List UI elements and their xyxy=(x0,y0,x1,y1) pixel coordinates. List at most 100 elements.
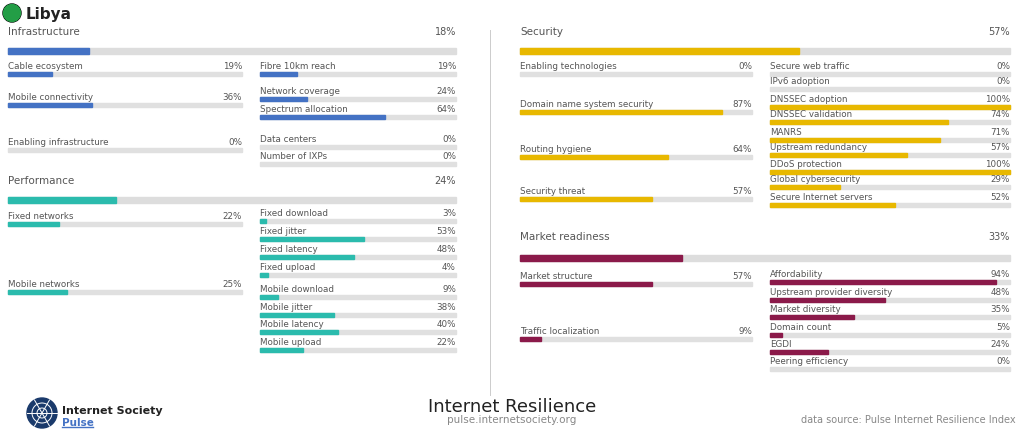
Text: 38%: 38% xyxy=(436,303,456,312)
Bar xyxy=(770,105,1010,109)
Text: DDoS protection: DDoS protection xyxy=(770,160,842,169)
Bar xyxy=(520,110,752,114)
Text: Security: Security xyxy=(520,27,563,37)
Text: Market diversity: Market diversity xyxy=(770,305,841,314)
Bar xyxy=(8,197,116,203)
Text: 48%: 48% xyxy=(990,288,1010,297)
Bar xyxy=(520,282,752,286)
Text: Global cybersecurity: Global cybersecurity xyxy=(770,175,860,184)
Bar xyxy=(260,330,338,334)
Bar xyxy=(260,97,456,101)
Bar xyxy=(770,72,1010,76)
Text: Fixed download: Fixed download xyxy=(260,209,328,218)
Text: 57%: 57% xyxy=(732,187,752,196)
Text: Market readiness: Market readiness xyxy=(520,232,609,242)
Bar xyxy=(260,273,456,277)
Bar xyxy=(770,153,1010,157)
Text: 3%: 3% xyxy=(442,209,456,218)
Text: 5%: 5% xyxy=(996,323,1010,332)
Text: 24%: 24% xyxy=(436,87,456,96)
Text: Affordability: Affordability xyxy=(770,270,823,279)
Bar xyxy=(770,280,995,284)
Text: 64%: 64% xyxy=(436,105,456,114)
Text: Infrastructure: Infrastructure xyxy=(8,27,80,37)
Bar xyxy=(260,348,303,352)
Text: 100%: 100% xyxy=(985,95,1010,104)
Text: 29%: 29% xyxy=(990,175,1010,184)
Text: Mobile download: Mobile download xyxy=(260,285,334,294)
Bar xyxy=(770,185,1010,189)
Text: 22%: 22% xyxy=(222,212,242,221)
Text: pulse.internetsociety.org: pulse.internetsociety.org xyxy=(447,415,577,425)
Bar xyxy=(520,110,722,114)
Bar xyxy=(770,120,947,124)
Bar xyxy=(260,97,307,101)
Text: Fixed upload: Fixed upload xyxy=(260,263,315,272)
Text: Pulse: Pulse xyxy=(62,418,94,428)
Text: Traffic localization: Traffic localization xyxy=(520,327,599,336)
Text: Mobile connectivity: Mobile connectivity xyxy=(8,93,93,102)
Bar xyxy=(260,72,456,76)
Bar xyxy=(260,255,456,259)
Text: 0%: 0% xyxy=(442,135,456,144)
Bar xyxy=(520,337,541,341)
Bar xyxy=(8,72,52,76)
Bar xyxy=(770,87,1010,91)
Text: Network coverage: Network coverage xyxy=(260,87,340,96)
Text: Fixed networks: Fixed networks xyxy=(8,212,74,221)
Bar xyxy=(8,222,242,226)
Text: 0%: 0% xyxy=(996,77,1010,86)
Text: 74%: 74% xyxy=(990,110,1010,119)
Text: Fibre 10km reach: Fibre 10km reach xyxy=(260,62,336,71)
Text: 0%: 0% xyxy=(738,62,752,71)
Text: 53%: 53% xyxy=(436,227,456,236)
Bar xyxy=(520,197,652,201)
Text: 64%: 64% xyxy=(732,145,752,154)
Text: 52%: 52% xyxy=(990,193,1010,202)
Bar xyxy=(520,337,752,341)
Text: 87%: 87% xyxy=(732,100,752,109)
Bar xyxy=(8,290,242,294)
Text: Internet Resilience: Internet Resilience xyxy=(428,398,596,416)
Circle shape xyxy=(27,398,57,428)
Bar xyxy=(260,115,456,119)
Bar xyxy=(520,48,800,54)
Bar xyxy=(770,203,895,207)
Bar xyxy=(770,350,827,354)
Bar xyxy=(520,72,752,76)
Text: 19%: 19% xyxy=(222,62,242,71)
Text: Mobile latency: Mobile latency xyxy=(260,320,324,329)
Bar xyxy=(8,72,242,76)
Circle shape xyxy=(3,4,22,22)
Bar xyxy=(260,273,268,277)
Bar xyxy=(520,255,1010,261)
Bar xyxy=(520,48,1010,54)
Text: data source: Pulse Internet Resilience Index: data source: Pulse Internet Resilience I… xyxy=(802,415,1016,425)
Text: Security threat: Security threat xyxy=(520,187,585,196)
Bar xyxy=(260,313,456,317)
Circle shape xyxy=(3,4,20,22)
Text: 22%: 22% xyxy=(436,338,456,347)
Text: Domain count: Domain count xyxy=(770,323,831,332)
Bar xyxy=(770,315,854,319)
Bar xyxy=(770,298,1010,302)
Bar xyxy=(260,145,456,149)
Bar xyxy=(770,315,1010,319)
Text: EGDI: EGDI xyxy=(770,340,792,349)
Bar xyxy=(770,105,1010,109)
Text: 0%: 0% xyxy=(228,138,242,147)
Bar xyxy=(770,185,840,189)
Bar xyxy=(260,237,456,241)
Bar xyxy=(260,313,335,317)
Bar xyxy=(8,103,92,107)
Text: 33%: 33% xyxy=(988,232,1010,242)
Bar xyxy=(520,282,652,286)
Bar xyxy=(8,222,59,226)
Bar xyxy=(770,170,1010,174)
Bar xyxy=(260,295,456,299)
Text: 9%: 9% xyxy=(442,285,456,294)
Text: Secure Internet servers: Secure Internet servers xyxy=(770,193,872,202)
Bar xyxy=(8,48,456,54)
Text: 19%: 19% xyxy=(436,62,456,71)
Text: Number of IXPs: Number of IXPs xyxy=(260,152,327,161)
